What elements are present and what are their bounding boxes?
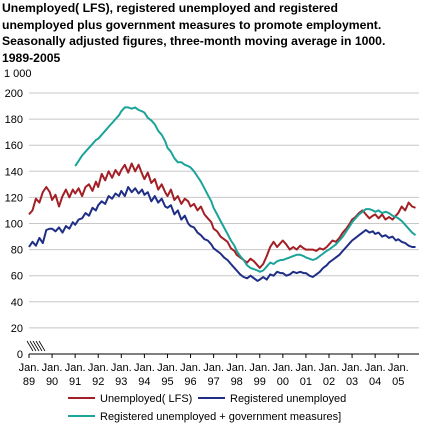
y-tick-label: 40 — [11, 297, 23, 309]
y-axis-unit-label: 1 000 — [4, 68, 32, 80]
y-tick-label: 100 — [5, 219, 23, 231]
axis-break-stroke — [29, 340, 37, 352]
x-tick-label: 95 — [161, 376, 173, 388]
x-tick-label: 00 — [277, 376, 289, 388]
title-line-1: Unemployed( LFS), registered unemployed … — [2, 1, 338, 15]
series-line-2 — [28, 186, 416, 282]
x-tick-label: Jan. — [134, 362, 155, 374]
x-tick-label: 98 — [231, 376, 243, 388]
x-tick-label: 90 — [46, 376, 58, 388]
title-line-2: unemployed plus government measures to p… — [2, 17, 382, 32]
x-tick-label: Jan. — [88, 362, 109, 374]
y-tick-label: 60 — [11, 271, 23, 283]
y-tick-label: 80 — [11, 245, 23, 257]
x-tick-label: Jan. — [111, 362, 132, 374]
series-line-1 — [28, 162, 416, 269]
axis-break-stroke — [38, 340, 46, 352]
x-tick-label: 02 — [323, 376, 335, 388]
y-tick-label: 140 — [5, 166, 23, 178]
legend: Unemployed( LFS) Registered unemployed Reg… — [68, 393, 346, 423]
y-tick-label: 180 — [5, 114, 23, 126]
axis-break — [26, 340, 46, 352]
x-tick-label: 05 — [392, 376, 404, 388]
x-tick-label: 94 — [138, 376, 150, 388]
x-tick-label: Jan. — [65, 362, 86, 374]
x-tick-label: 03 — [346, 376, 358, 388]
x-tick-label: Jan. — [319, 362, 340, 374]
axes — [26, 340, 419, 355]
x-tick-label: Jan. — [365, 362, 386, 374]
legend-item-3: Registered unemployed + government measu… — [68, 411, 341, 423]
series-line-3 — [74, 106, 417, 273]
x-tick-label: 93 — [115, 376, 127, 388]
legend-label: Unemployed( LFS) — [100, 393, 192, 405]
legend-item-1: Unemployed( LFS) — [68, 393, 192, 405]
x-tick-label: 96 — [184, 376, 196, 388]
legend-item-2: Registered unemployed — [198, 393, 346, 405]
x-tick-label: Jan. — [42, 362, 63, 374]
y-axis-ticks: 0 20 40 60 80 100 120 140 160 180 200 — [5, 88, 23, 361]
x-tick-label: 89 — [23, 376, 35, 388]
x-tick-label: 91 — [69, 376, 81, 388]
x-axis-ticks: Jan. 89 Jan. 90 Jan. 91 Jan. 92 Jan. 93 Jan. 94 Jan.… — [19, 354, 409, 388]
x-tick-label: 97 — [207, 376, 219, 388]
x-tick-label: 92 — [92, 376, 104, 388]
y-tick-label: 20 — [11, 323, 23, 335]
legend-label: Registered unemployed + government measu… — [100, 411, 341, 423]
x-tick-label: 04 — [369, 376, 381, 388]
y-tick-label: 160 — [5, 140, 23, 152]
x-tick-label: Jan. — [342, 362, 363, 374]
x-tick-label: Jan. — [249, 362, 270, 374]
axis-break-stroke — [35, 340, 43, 352]
axis-break-stroke — [32, 340, 40, 352]
x-tick-label: Jan. — [180, 362, 201, 374]
y-tick-label: 120 — [5, 192, 23, 204]
legend-label: Registered unemployed — [230, 393, 346, 405]
title-line-3: Seasonally adjusted figures, three-month… — [2, 34, 386, 48]
x-tick-label: Jan. — [19, 362, 40, 374]
y-tick-label: 0 — [17, 349, 23, 361]
x-tick-label: Jan. — [296, 362, 317, 374]
axis-break-stroke — [26, 340, 34, 352]
y-tick-label: 200 — [5, 88, 23, 100]
data-series — [28, 106, 417, 282]
title-line-4: 1989-2005 — [2, 50, 61, 65]
x-tick-label: 01 — [300, 376, 312, 388]
x-tick-label: Jan. — [388, 362, 409, 374]
gridlines — [29, 92, 419, 329]
chart-title: Unemployed( LFS), registered unemployed … — [2, 0, 426, 66]
x-tick-label: Jan. — [157, 362, 178, 374]
x-tick-label: Jan. — [272, 362, 293, 374]
x-tick-label: Jan. — [226, 362, 247, 374]
x-tick-label: Jan. — [203, 362, 224, 374]
x-tick-label: 99 — [254, 376, 266, 388]
